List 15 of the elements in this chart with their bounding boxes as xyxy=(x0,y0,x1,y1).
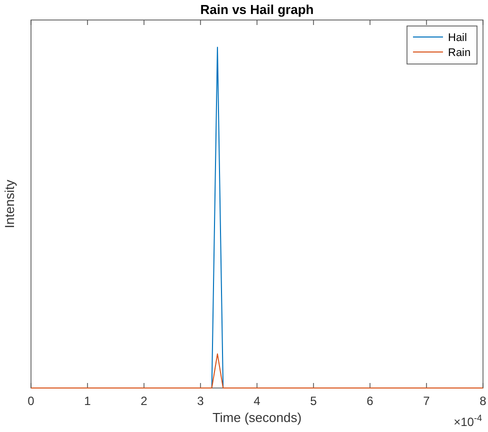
x-tick-label: 0 xyxy=(28,394,35,408)
legend-label: Rain xyxy=(448,47,471,59)
x-tick-label: 8 xyxy=(480,394,487,408)
legend-label: Hail xyxy=(448,32,467,44)
x-tick-label: 2 xyxy=(140,394,148,408)
x-tick-label: 6 xyxy=(366,394,374,408)
x-tick-label: 1 xyxy=(84,394,92,408)
x-axis-title: Time (seconds) xyxy=(212,410,302,425)
text: ×10$^{-4}$ xyxy=(454,413,482,429)
x-tick-label: 4 xyxy=(254,394,261,408)
x-tick-label: 3 xyxy=(197,394,204,408)
x-tick-label: 5 xyxy=(310,394,318,408)
y-axis-title: Intensity xyxy=(2,179,17,228)
chart-title: Rain vs Hail graph xyxy=(200,2,314,17)
x-tick-label: 7 xyxy=(423,394,430,408)
